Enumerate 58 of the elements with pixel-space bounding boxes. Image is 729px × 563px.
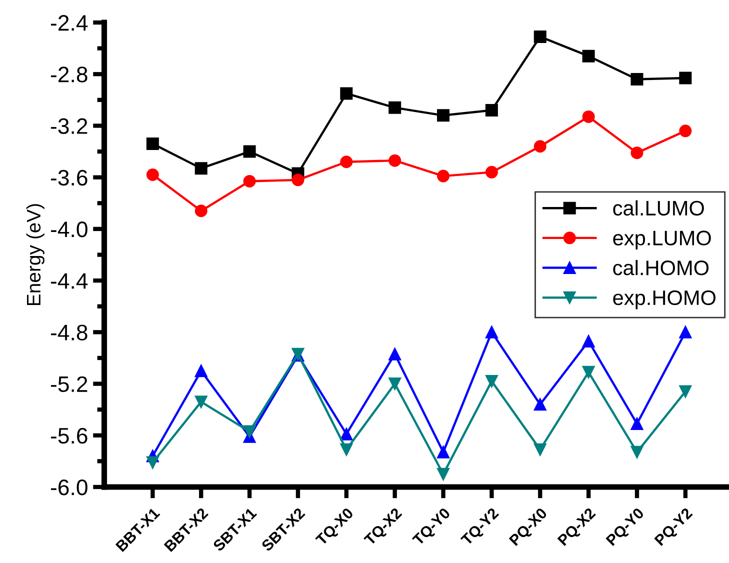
point xyxy=(534,30,546,43)
y-tick-label: -6.0 xyxy=(50,480,88,496)
y-tick-label: -4.4 xyxy=(50,273,88,289)
point xyxy=(485,166,498,178)
point xyxy=(340,443,353,456)
point xyxy=(340,87,353,100)
point xyxy=(340,156,353,168)
point xyxy=(679,124,692,138)
point xyxy=(292,174,304,186)
point xyxy=(340,428,353,440)
point xyxy=(534,140,546,153)
point xyxy=(243,145,256,158)
point xyxy=(437,170,450,182)
point xyxy=(485,374,498,388)
point xyxy=(146,138,159,150)
y-tick-label: -2.4 xyxy=(50,15,88,31)
y-tick-label: -4.0 xyxy=(50,221,88,238)
point xyxy=(146,168,159,182)
point xyxy=(630,418,644,430)
point xyxy=(388,154,402,167)
point xyxy=(630,446,644,458)
point xyxy=(243,174,256,188)
point xyxy=(582,110,595,123)
point xyxy=(388,378,402,390)
point xyxy=(534,443,546,456)
legend-label: exp.LUMO xyxy=(613,230,711,250)
point xyxy=(485,326,498,338)
y-axis-title: Energy (eV) xyxy=(26,204,44,306)
point xyxy=(146,456,159,469)
point xyxy=(194,396,208,408)
point xyxy=(679,385,692,398)
point xyxy=(630,146,644,160)
point xyxy=(630,73,644,86)
point xyxy=(485,104,498,117)
point xyxy=(388,348,402,360)
point xyxy=(437,446,450,458)
point xyxy=(437,109,450,122)
point xyxy=(582,334,595,348)
y-tick-label: -3.6 xyxy=(50,170,88,186)
point xyxy=(679,326,692,338)
y-tick-label: -2.8 xyxy=(50,66,88,82)
point xyxy=(243,425,256,438)
point xyxy=(534,398,546,411)
legend-label: exp.HOMO xyxy=(613,290,716,310)
point xyxy=(194,364,208,378)
y-tick-label: -5.6 xyxy=(50,428,88,444)
point xyxy=(437,468,450,480)
legend-label: cal.LUMO xyxy=(613,200,704,216)
point xyxy=(582,366,595,378)
point xyxy=(582,50,595,62)
point xyxy=(388,101,402,114)
y-tick-label: -3.2 xyxy=(50,118,88,134)
y-tick-label: -4.8 xyxy=(50,324,88,340)
point xyxy=(194,162,208,175)
y-tick-label: -5.2 xyxy=(50,376,88,392)
legend-label: cal.HOMO xyxy=(613,260,709,276)
point xyxy=(679,72,692,84)
point xyxy=(194,204,208,218)
